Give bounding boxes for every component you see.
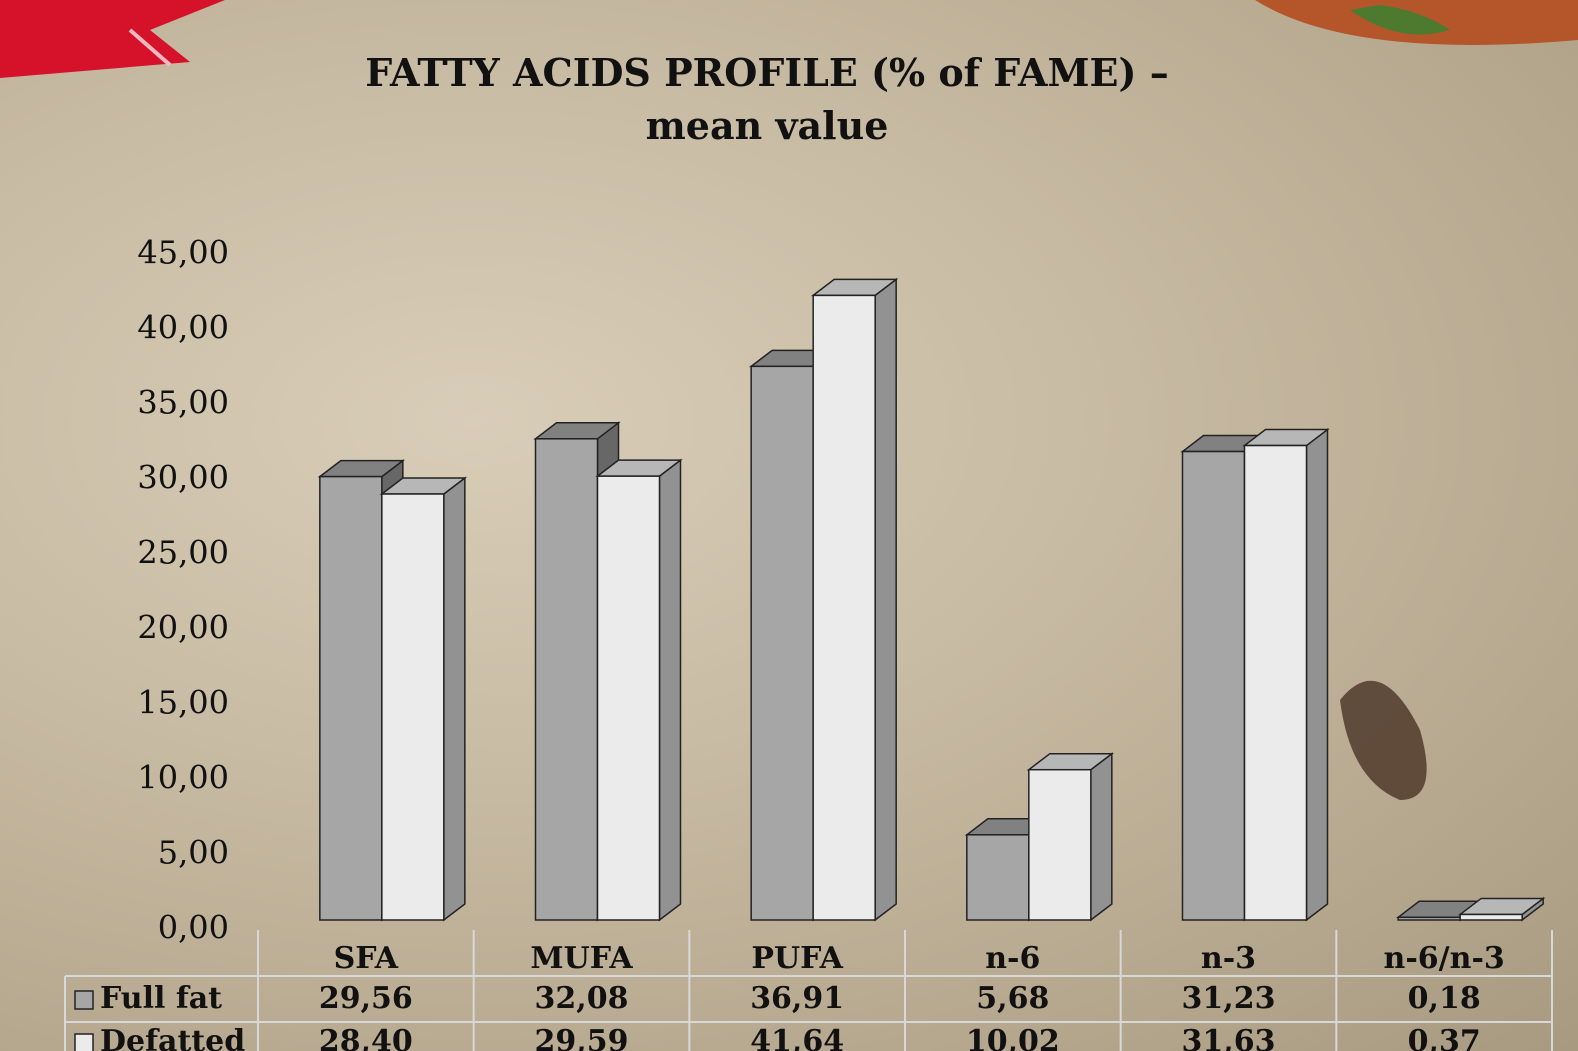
- bar-face: [1183, 452, 1245, 920]
- y-tick-label: 5,00: [158, 834, 229, 872]
- y-tick-label: 20,00: [137, 609, 229, 647]
- decor-ribbon: [0, 0, 225, 78]
- table-value: 0,37: [1408, 1024, 1481, 1051]
- bar: [598, 460, 681, 920]
- table-value: 29,59: [535, 1024, 629, 1051]
- table-value: 36,91: [750, 981, 844, 1016]
- bar: [813, 279, 896, 920]
- bar-face: [382, 494, 444, 920]
- bar-face: [1460, 914, 1522, 920]
- bar-face: [598, 476, 660, 920]
- table-value: 32,08: [535, 981, 629, 1016]
- bar: [382, 478, 465, 920]
- page: 0,00 5,00 10,00 15,00 20,00 25,00 30,00 35,00 40…: [0, 0, 1578, 1051]
- legend-swatch: [75, 1034, 93, 1051]
- table-value: 5,68: [976, 981, 1049, 1016]
- bar-face: [1091, 754, 1112, 920]
- bar-face: [751, 366, 813, 920]
- x-tick-label: PUFA: [751, 941, 843, 976]
- bar-face: [444, 478, 465, 920]
- x-tick-label: SFA: [334, 941, 399, 976]
- bar-face: [536, 439, 598, 920]
- table-value: 41,64: [750, 1024, 844, 1051]
- table-value: 28,40: [319, 1024, 413, 1051]
- y-tick-label: 10,00: [137, 759, 229, 797]
- bar-face: [1245, 446, 1307, 920]
- bar-face: [813, 295, 875, 920]
- x-tick-label: n-3: [1201, 941, 1256, 976]
- y-tick-label: 45,00: [137, 234, 229, 272]
- bar-face: [660, 460, 681, 920]
- table-value: 10,02: [966, 1024, 1060, 1051]
- bar: [1029, 754, 1112, 920]
- bar-face: [1307, 430, 1328, 920]
- table-value: 31,23: [1182, 981, 1276, 1016]
- x-tick-label: n-6/n-3: [1384, 941, 1505, 976]
- table-value: 0,18: [1408, 981, 1481, 1016]
- bar-face: [967, 835, 1029, 920]
- x-tick-label: n-6: [985, 941, 1040, 976]
- y-tick-label: 40,00: [137, 309, 229, 347]
- table-value: 31,63: [1182, 1024, 1276, 1051]
- y-tick-label: 30,00: [137, 459, 229, 497]
- y-tick-label: 15,00: [137, 684, 229, 722]
- legend-swatch: [75, 991, 93, 1009]
- legend-label: Defatted: [100, 1024, 245, 1051]
- bar-face: [875, 279, 896, 920]
- bar-face: [1398, 917, 1460, 920]
- bar-face: [320, 477, 382, 920]
- chart: 0,00 5,00 10,00 15,00 20,00 25,00 30,00 35,00 40…: [0, 0, 1578, 1051]
- legend-label: Full fat: [100, 981, 222, 1016]
- y-tick-label: 0,00: [158, 909, 229, 947]
- chart-title: FATTY ACIDS PROFILE (% of FAME) – mean v…: [317, 46, 1217, 152]
- y-tick-label: 35,00: [137, 384, 229, 422]
- table-value: 29,56: [319, 981, 413, 1016]
- x-tick-label: MUFA: [530, 941, 633, 976]
- decor-seed: [1340, 681, 1427, 800]
- y-tick-label: 25,00: [137, 534, 229, 572]
- bar-face: [1029, 770, 1091, 920]
- bar: [1245, 430, 1328, 920]
